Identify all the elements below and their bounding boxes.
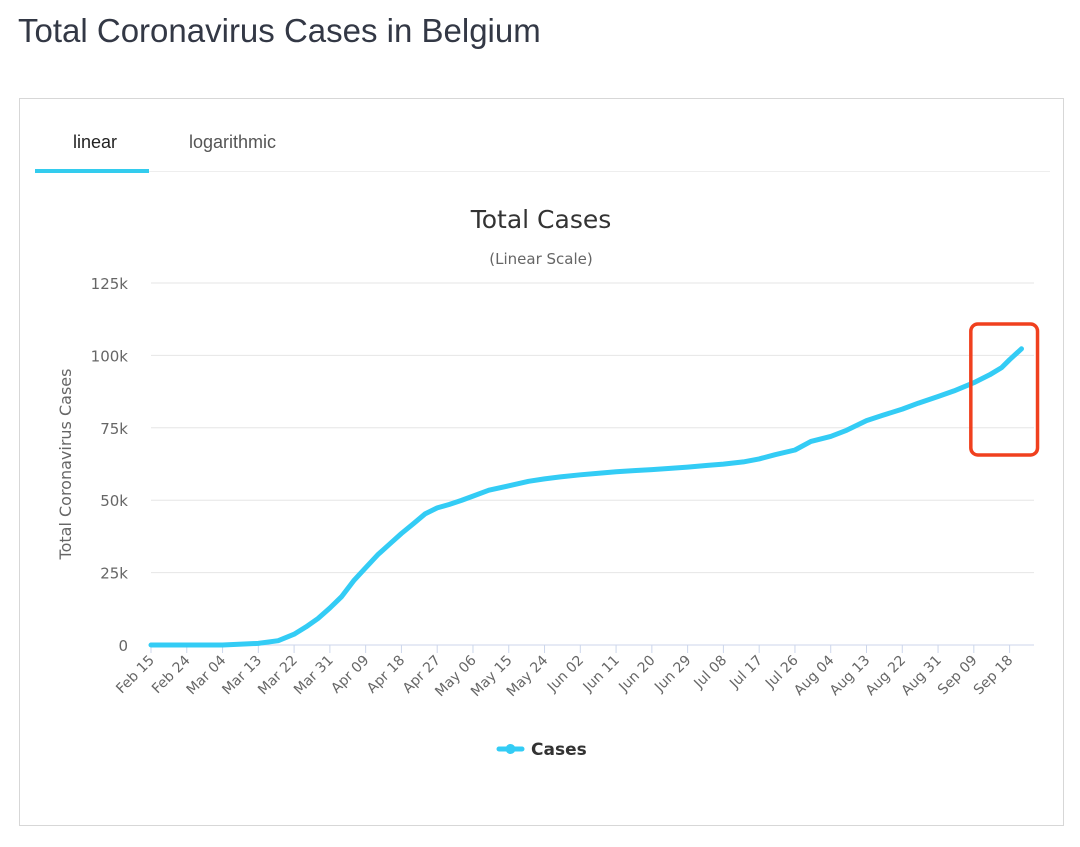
- x-tick-label: Apr 09: [328, 653, 372, 697]
- x-tick-label: Sep 18: [971, 653, 1017, 699]
- chart-subtitle: (Linear Scale): [489, 250, 592, 268]
- y-tick-label: 100k: [91, 347, 129, 365]
- y-tick-label: 0: [118, 637, 128, 655]
- x-tick-label: Apr 18: [364, 653, 408, 697]
- x-tick-label: Jun 11: [580, 653, 623, 696]
- x-tick-label: Mar 31: [291, 653, 337, 699]
- y-tick-label: 75k: [100, 420, 128, 438]
- legend[interactable]: Cases: [496, 740, 587, 760]
- y-tick-label: 25k: [100, 565, 128, 583]
- x-tick-label: Aug 31: [898, 653, 944, 699]
- series-line-cases: [148, 346, 1024, 648]
- x-tick-label: Feb 15: [113, 653, 158, 698]
- legend-label-cases: Cases: [531, 740, 587, 760]
- x-tick-label: Jul 17: [726, 653, 766, 693]
- x-tick-label: Jun 20: [615, 653, 658, 696]
- page-title: Total Coronavirus Cases in Belgium: [18, 12, 541, 49]
- legend-marker-dot: [505, 744, 516, 754]
- x-tick-label: Jun 02: [544, 653, 587, 696]
- chart-panel: linear logarithmic: [19, 98, 1064, 826]
- x-tick-label: Jul 08: [691, 653, 731, 693]
- x-tick-label: Jun 29: [651, 653, 694, 696]
- y-tick-labels: 0 25k 50k 75k 100k 125k: [91, 275, 129, 655]
- y-tick-label: 125k: [91, 275, 129, 293]
- y-axis-label: Total Coronavirus Cases: [56, 369, 75, 561]
- highlight-box: [969, 322, 1040, 457]
- series-layer: [148, 346, 1024, 648]
- tab-logarithmic[interactable]: logarithmic: [189, 132, 277, 152]
- scale-tabs: linear logarithmic: [35, 99, 1050, 173]
- grid-lines: [151, 282, 1034, 646]
- active-tab-indicator: [35, 169, 149, 173]
- chart-title: Total Cases: [470, 205, 612, 234]
- tab-linear[interactable]: linear: [73, 132, 118, 152]
- y-tick-label: 50k: [100, 492, 128, 510]
